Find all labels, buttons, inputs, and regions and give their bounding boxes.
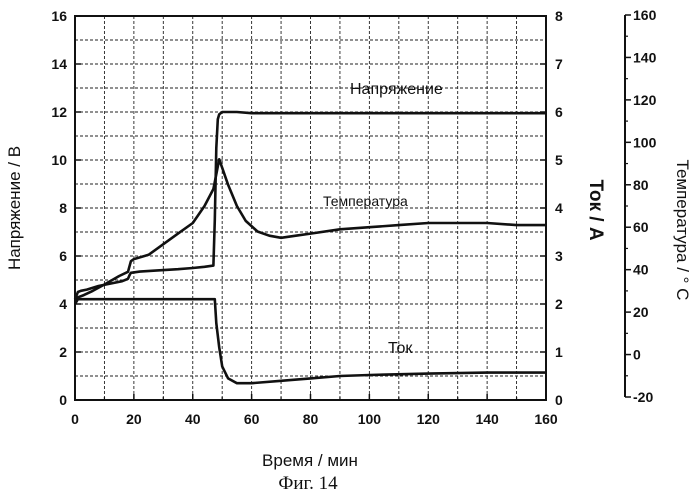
- y-left-tick-label: 4: [59, 296, 67, 312]
- x-tick-label: 0: [71, 411, 79, 427]
- y-right1-axis-title: Ток / А: [585, 179, 606, 240]
- x-tick-label: 80: [303, 411, 319, 427]
- y-right1-tick-label: 8: [555, 8, 563, 24]
- y-right2-tick-label: 0: [633, 347, 641, 363]
- y-right2-tick-label: 20: [633, 304, 649, 320]
- y-right2-tick-label: 100: [633, 134, 657, 150]
- y-right1-tick-label: 1: [555, 344, 563, 360]
- x-tick-label: 40: [185, 411, 201, 427]
- annotation-current: Ток: [388, 340, 413, 357]
- y-left-tick-label: 14: [51, 56, 67, 72]
- x-tick-label: 140: [475, 411, 499, 427]
- y-right1-tick-label: 2: [555, 296, 563, 312]
- x-tick-label: 20: [126, 411, 142, 427]
- chart: 0204060801001201401600246810121416012345…: [0, 0, 700, 496]
- y-left-tick-label: 8: [59, 200, 67, 216]
- x-tick-label: 120: [417, 411, 441, 427]
- x-tick-label: 60: [244, 411, 260, 427]
- y-left-axis-title: Напряжение / В: [5, 146, 24, 270]
- y-right2-tick-label: 40: [633, 262, 649, 278]
- annotation-voltage: Напряжение: [350, 81, 443, 98]
- y-right1-tick-label: 3: [555, 248, 563, 264]
- y-right2-tick-label: 80: [633, 177, 649, 193]
- figure-caption: Фиг. 14: [278, 473, 338, 494]
- y-right2-tick-label: 160: [633, 7, 657, 23]
- y-left-tick-label: 12: [51, 104, 67, 120]
- y-left-tick-label: 0: [59, 392, 67, 408]
- x-tick-label: 100: [358, 411, 382, 427]
- y-right2-axis-title: Температура / ° С: [673, 160, 692, 301]
- grid: [75, 16, 546, 400]
- y-right2-tick-label: 140: [633, 49, 657, 65]
- y-left-tick-label: 10: [51, 152, 67, 168]
- x-tick-label: 160: [534, 411, 558, 427]
- y-right2-tick-label: 60: [633, 219, 649, 235]
- y-right1-tick-label: 4: [555, 200, 563, 216]
- y-left-tick-label: 2: [59, 344, 67, 360]
- y-right1-tick-label: 0: [555, 392, 563, 408]
- axes: 0204060801001201401600246810121416012345…: [51, 7, 656, 427]
- x-axis-title: Время / мин: [262, 451, 358, 470]
- y-right1-tick-label: 6: [555, 104, 563, 120]
- y-right2-tick-label: -20: [633, 389, 653, 405]
- y-right1-tick-label: 5: [555, 152, 563, 168]
- y-right2-tick-label: 120: [633, 92, 657, 108]
- annotation-temperature: Температура: [323, 193, 408, 209]
- y-left-tick-label: 6: [59, 248, 67, 264]
- y-left-tick-label: 16: [51, 8, 67, 24]
- y-right1-tick-label: 7: [555, 56, 563, 72]
